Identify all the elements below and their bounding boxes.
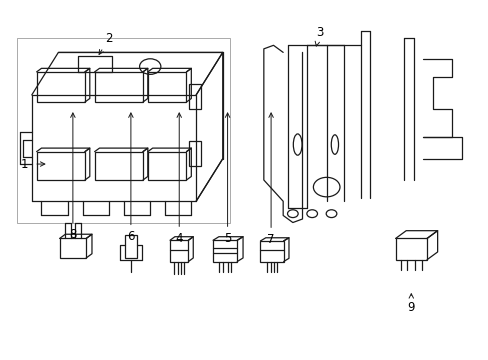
Text: 5: 5: [224, 113, 231, 245]
Bar: [60, 238, 86, 258]
Text: 3: 3: [315, 26, 323, 46]
Bar: [188, 141, 201, 166]
Text: 9: 9: [407, 294, 414, 314]
Bar: [37, 152, 85, 180]
Bar: [95, 72, 142, 102]
Bar: [213, 240, 237, 261]
Text: 1: 1: [21, 158, 28, 171]
Text: 6: 6: [127, 113, 134, 243]
Bar: [95, 152, 142, 180]
Bar: [170, 240, 188, 261]
Text: 4: 4: [175, 113, 183, 245]
Text: 7: 7: [267, 113, 274, 246]
Bar: [188, 84, 201, 109]
Bar: [147, 72, 186, 102]
Bar: [147, 152, 186, 180]
Bar: [37, 72, 85, 102]
Bar: [124, 235, 137, 258]
Bar: [395, 238, 426, 260]
Bar: [260, 241, 283, 261]
Text: 2: 2: [99, 32, 113, 54]
Bar: [17, 38, 229, 222]
Text: 8: 8: [69, 113, 77, 242]
